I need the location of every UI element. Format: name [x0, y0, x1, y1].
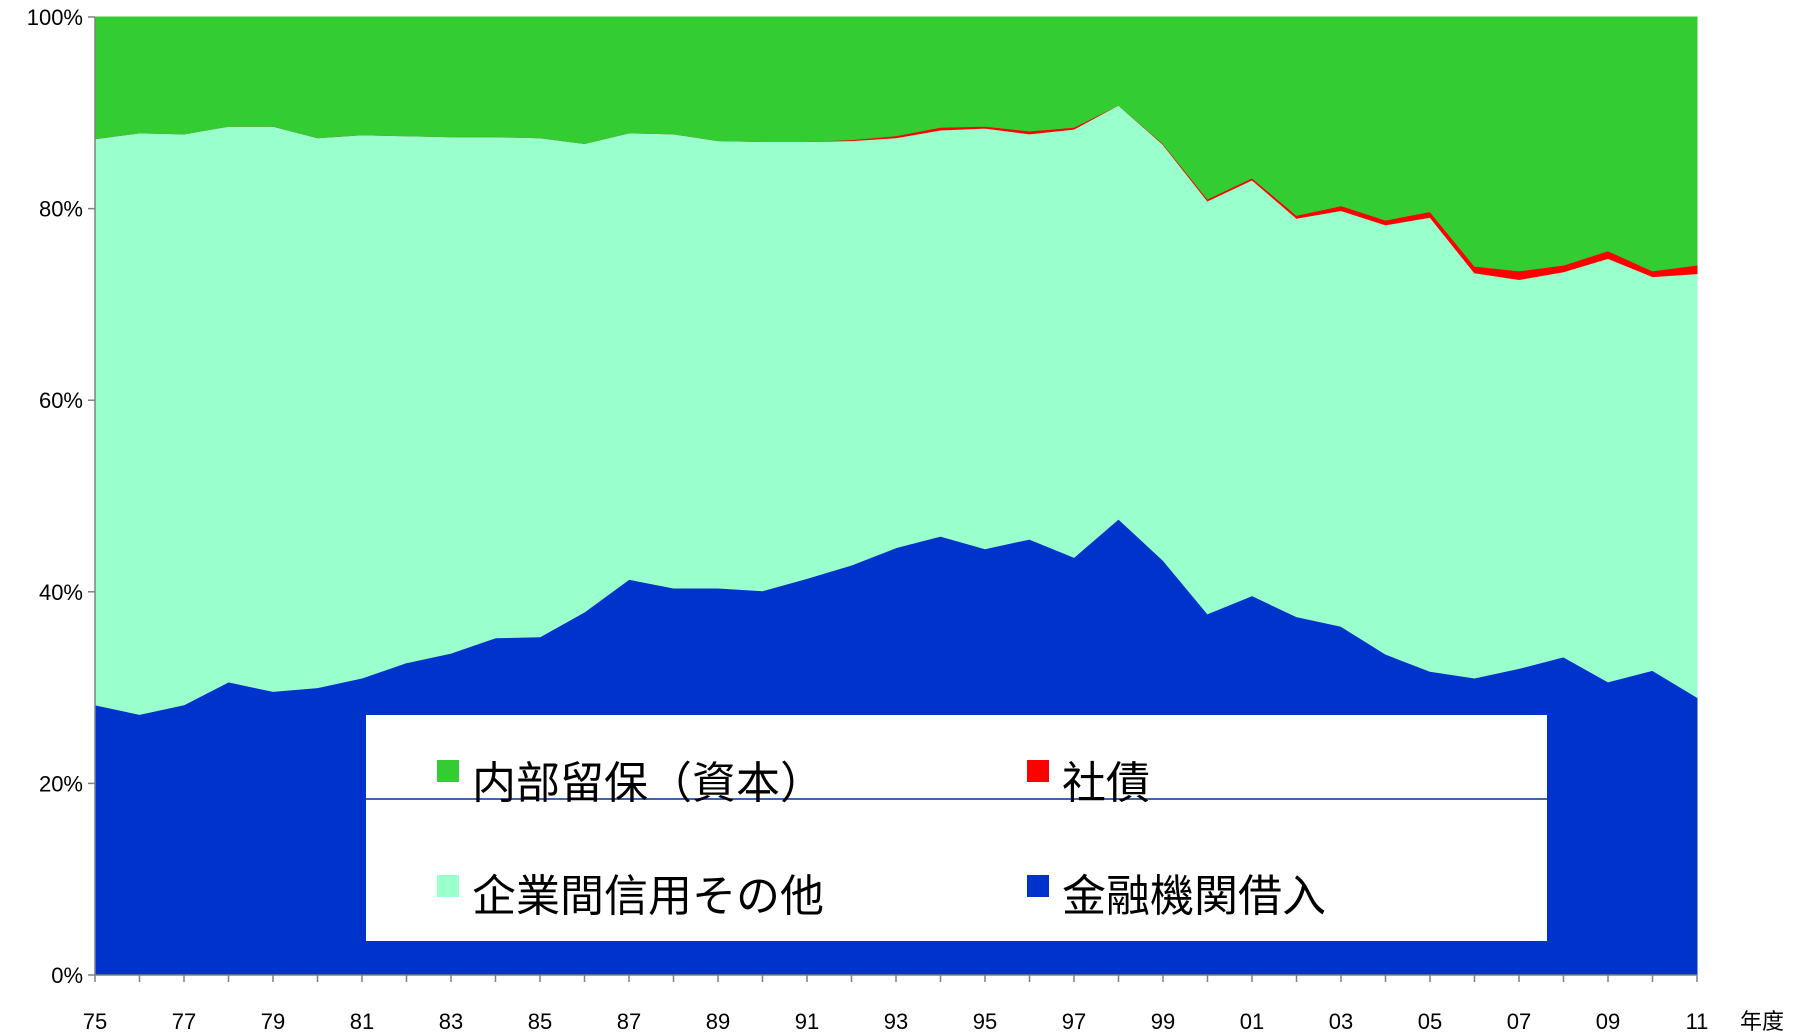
y-tick-label: 0%: [51, 963, 83, 988]
x-tick-label: 01: [1240, 1009, 1264, 1034]
x-axis-title: 年度: [1740, 1009, 1784, 1034]
x-tick-label: 09: [1596, 1009, 1620, 1034]
legend-swatch-trade-credit: [437, 875, 459, 897]
x-tick-label: 81: [350, 1009, 374, 1034]
legend-label-trade-credit: 企業間信用その他: [472, 871, 824, 922]
legend-label-bank-loans: 金融機関借入: [1062, 871, 1326, 922]
x-tick-label: 03: [1329, 1009, 1353, 1034]
legend-swatch-bank-loans: [1027, 875, 1049, 897]
x-tick-label: 87: [617, 1009, 641, 1034]
y-tick-label: 60%: [39, 388, 83, 413]
x-axis: 75 77 79 81 83 85 87 89 91 93 95 97 99 01 03 05 07 09 11: [83, 975, 1709, 1034]
x-tick-label: 11: [1686, 1009, 1709, 1034]
x-tick-label: 91: [795, 1009, 819, 1034]
x-tick-label: 75: [83, 1009, 107, 1034]
legend-label-bonds: 社債: [1062, 758, 1150, 809]
x-tick-label: 95: [973, 1009, 997, 1034]
x-tick-label: 77: [172, 1009, 196, 1034]
x-tick-label: 05: [1418, 1009, 1442, 1034]
x-tick-label: 93: [884, 1009, 908, 1034]
y-tick-label: 80%: [39, 197, 83, 222]
y-tick-label: 40%: [39, 580, 83, 605]
x-tick-label: 97: [1062, 1009, 1086, 1034]
area-series-3: [94, 16, 1698, 272]
legend-box: [366, 715, 1547, 941]
y-axis: 0% 20% 40% 60% 80% 100%: [27, 5, 95, 988]
x-tick-label: 83: [439, 1009, 463, 1034]
x-tick-label: 85: [528, 1009, 552, 1034]
x-tick-label: 89: [706, 1009, 730, 1034]
legend: 内部留保（資本） 社債 企業間信用その他 金融機関借入: [366, 715, 1547, 941]
x-tick-label: 07: [1507, 1009, 1531, 1034]
legend-swatch-retained-earnings: [437, 760, 459, 782]
y-tick-label: 20%: [39, 771, 83, 796]
legend-label-retained-earnings: 内部留保（資本）: [472, 758, 824, 809]
y-tick-label: 100%: [27, 5, 83, 30]
x-tick-label: 79: [261, 1009, 285, 1034]
legend-swatch-bonds: [1027, 760, 1049, 782]
x-tick-label: 99: [1151, 1009, 1175, 1034]
